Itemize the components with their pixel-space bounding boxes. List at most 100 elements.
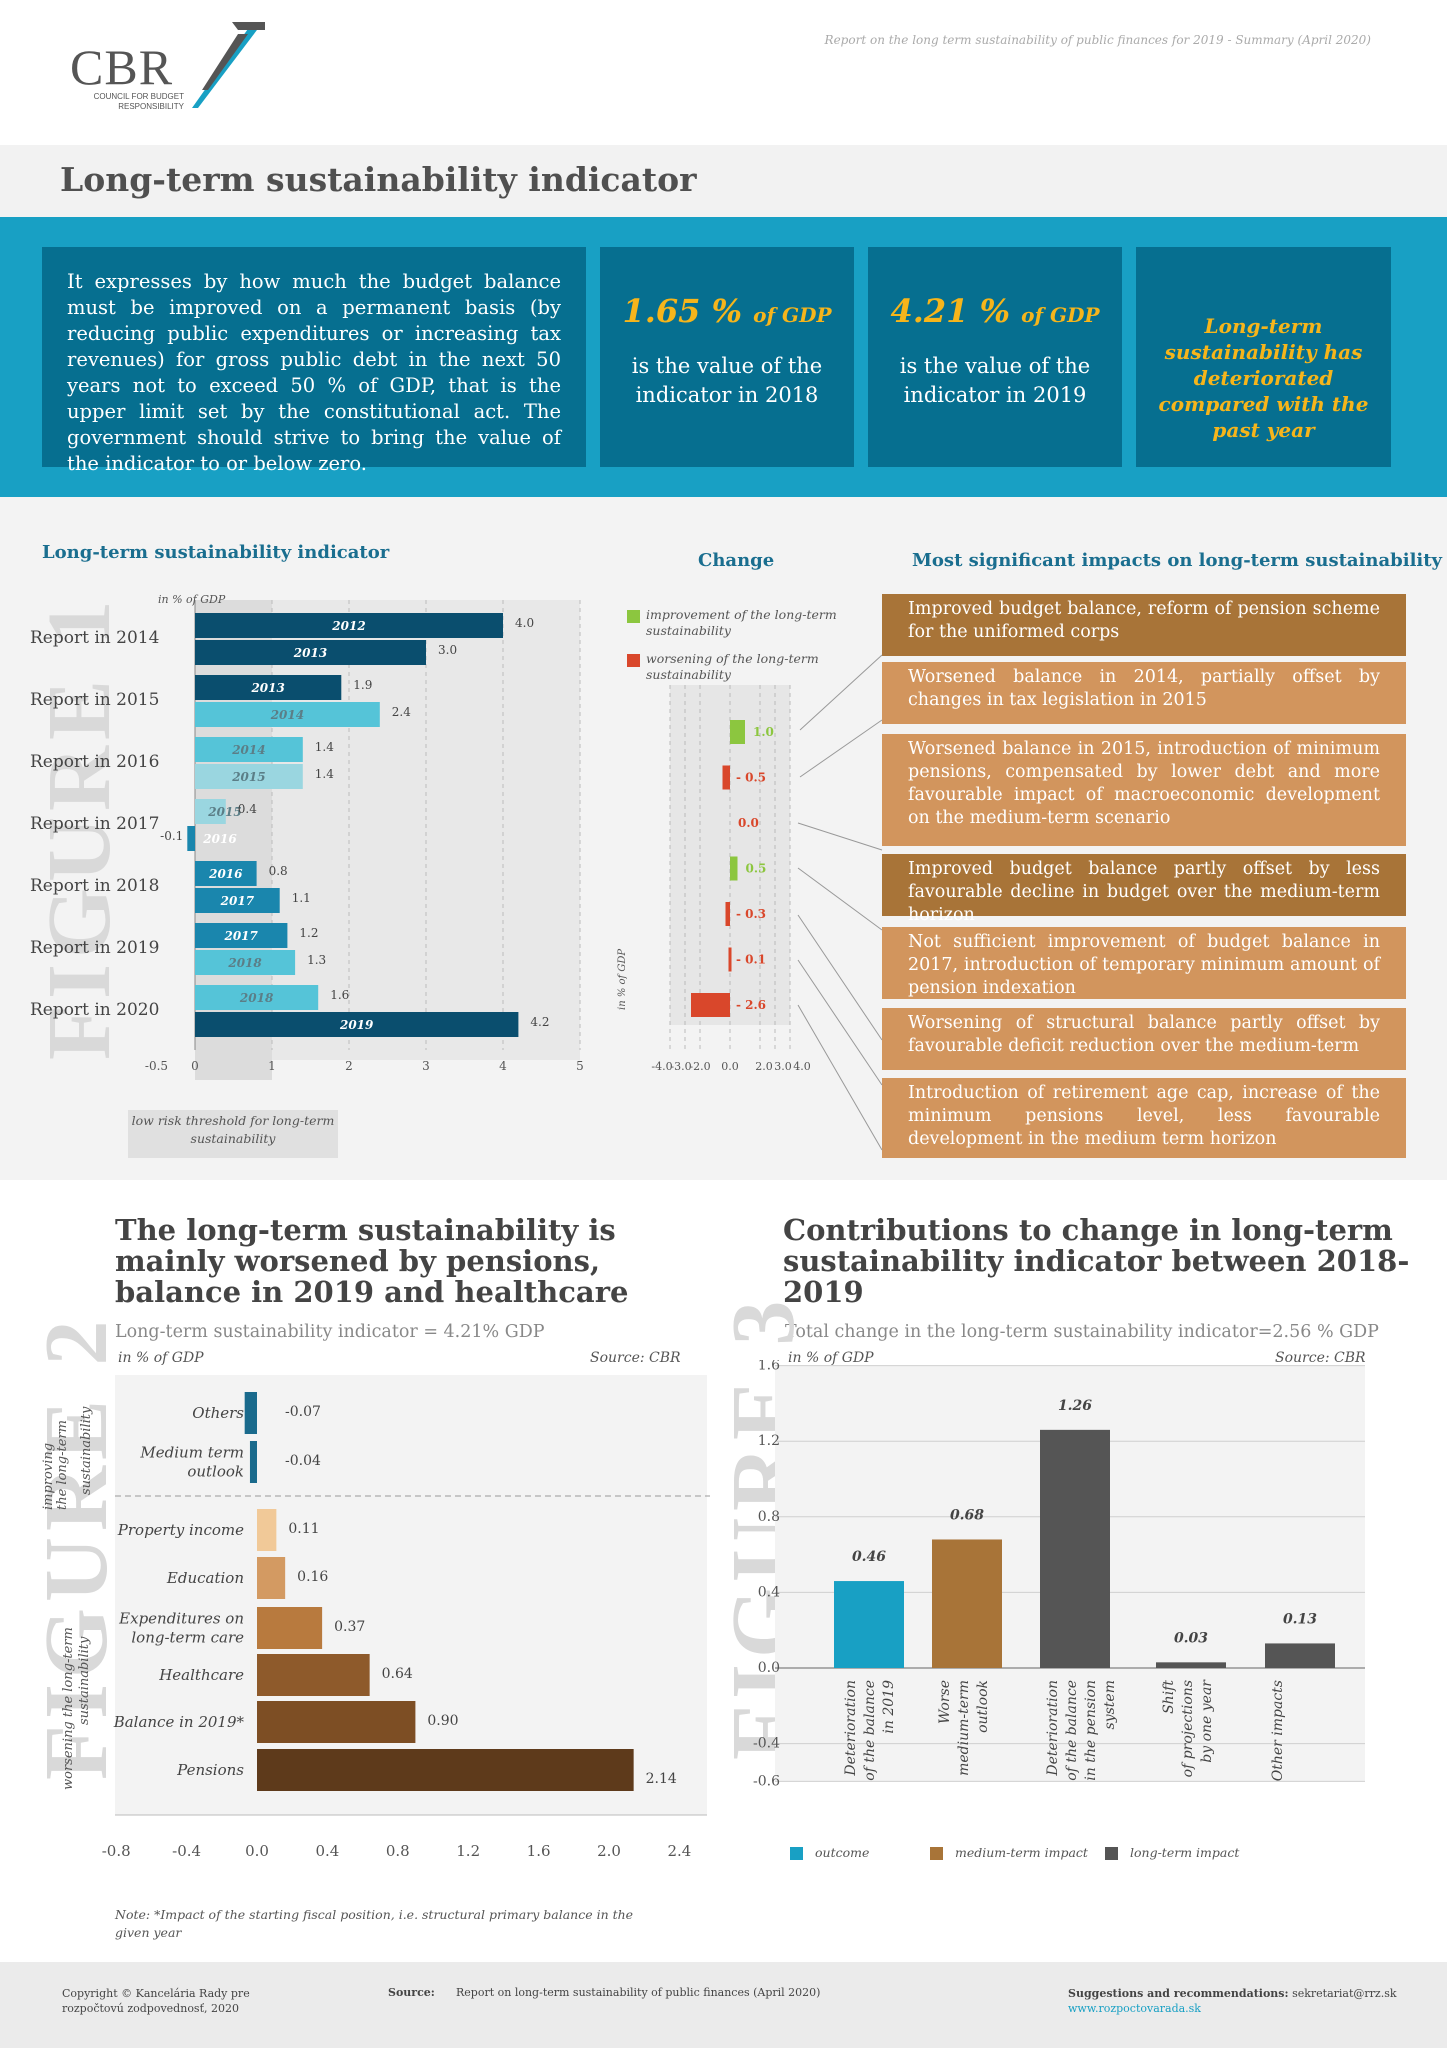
fig3-category-label: by one year — [1199, 1679, 1215, 1763]
x-tick: -0.5 — [145, 1059, 168, 1073]
worsen-legend-swatch — [627, 654, 640, 667]
fig3-category-label: Deterioration — [1045, 1680, 1061, 1777]
axis-improve-1: improving — [41, 1443, 56, 1510]
fig3-bar — [932, 1539, 1002, 1668]
fig2-value-label: -0.04 — [285, 1453, 321, 1469]
value-2018: 1.65 % — [622, 292, 742, 330]
group-label: Report in 2016 — [30, 752, 159, 772]
conclusion-box: Long-term sustainability has deteriorate… — [1136, 247, 1391, 467]
fig2-category-label: Balance in 2019* — [113, 1713, 245, 1731]
impact-box-4: Improved budget balance partly offset by… — [882, 854, 1406, 925]
fig2-chart: -0.8 -0.4 0.0 0.4 0.8 1.2 1.6 2.0 2.4 -0.07 -0.04 0… — [41, 1375, 710, 1860]
x-tick: 1 — [268, 1059, 276, 1073]
fig2-source: Source: CBR — [590, 1350, 681, 1366]
fig3-value-label: 0.68 — [950, 1507, 984, 1523]
change-unit: in % of GDP — [617, 949, 628, 1010]
x-tick: 2 — [345, 1059, 353, 1073]
x-tick: 3.0 — [774, 1060, 792, 1073]
change-bar — [691, 993, 730, 1017]
fig2-category-label: long-term care — [131, 1629, 244, 1647]
x-tick: 4.0 — [793, 1060, 811, 1073]
fig2-value-label: -0.07 — [285, 1404, 321, 1420]
axis-improve-3: sustainability — [79, 1406, 94, 1495]
logo-subtitle: COUNCIL FOR BUDGET RESPONSIBILITY — [93, 92, 184, 111]
web-link[interactable]: www.rozpoctovarada.sk — [1068, 2002, 1201, 2015]
x-tick: 0.0 — [245, 1842, 269, 1860]
impact-box-3: Worsened balance in 2015, introduction o… — [882, 734, 1406, 846]
intro-text: It expresses by how much the budget bala… — [42, 247, 586, 475]
bar-value-label: 1.3 — [307, 953, 326, 967]
fig2-value-label: 0.16 — [297, 1569, 328, 1585]
bar-2016 — [195, 861, 257, 886]
email-link[interactable]: sekretariat@rrz.sk — [1292, 1987, 1397, 2000]
x-tick: 0 — [191, 1059, 199, 1073]
fig2-bar — [257, 1557, 286, 1599]
change-value-label: - 2.6 — [736, 998, 766, 1012]
y-tick: 0.8 — [758, 1509, 780, 1525]
fig3-chart: 1.6 1.2 0.8 0.4 0.0 -0.4 -0.6 0.46 Deterioration… — [753, 1360, 1365, 1789]
x-tick: 3 — [422, 1059, 430, 1073]
change-value-label: - 0.1 — [736, 953, 766, 967]
bar-2015 — [195, 764, 303, 789]
change-bar — [722, 765, 730, 790]
group-label: Report in 2019 — [30, 938, 159, 958]
fig2-category-label: Healthcare — [158, 1666, 244, 1684]
bar-value-label: 4.2 — [530, 1015, 549, 1029]
change-value-label: 1.0 — [753, 725, 774, 739]
bar-value-label: 3.0 — [438, 643, 457, 657]
bar-2013 — [195, 675, 342, 700]
bar-2013 — [195, 640, 426, 665]
bar-2015 — [195, 799, 226, 824]
bar-year-label: 2016 — [202, 832, 237, 846]
legend-outcome: outcome — [815, 1845, 870, 1860]
y-tick: -0.6 — [753, 1773, 780, 1789]
fig2-category-label: Pensions — [176, 1761, 244, 1779]
bar-value-label: 2.4 — [392, 705, 411, 719]
x-tick: 4 — [499, 1059, 507, 1073]
fig3-category-label: of projections — [1180, 1680, 1196, 1777]
fig2-bar — [244, 1392, 257, 1434]
fig3-category-label: outlook — [975, 1680, 991, 1733]
group-label: Report in 2015 — [30, 690, 159, 710]
fig3-subtitle: Total change in the long-term sustainabi… — [785, 1322, 1379, 1342]
fig2-category-label: Education — [166, 1569, 244, 1587]
fig3-category-label: of the balance — [862, 1680, 878, 1781]
fig1-heading: Long-term sustainability indicator — [42, 542, 390, 563]
change-value-label: - 0.3 — [736, 907, 766, 921]
bar-2018 — [195, 985, 319, 1010]
x-tick: 5 — [576, 1059, 584, 1073]
change-value-label: - 0.5 — [736, 771, 766, 785]
source-label: Source: — [388, 1986, 435, 1999]
axis-worsen-1: worsening the long-term — [61, 1627, 76, 1790]
fig3-category-label: Deterioration — [843, 1680, 859, 1777]
fig3-value-label: 0.03 — [1174, 1630, 1208, 1646]
title-bar — [0, 145, 1447, 217]
legend-outcome-swatch — [790, 1847, 803, 1860]
bar-2017 — [195, 888, 280, 913]
y-tick: 0.4 — [758, 1584, 780, 1600]
change-value-label: 0.5 — [746, 862, 767, 876]
fig2-note: Note: *Impact of the starting fiscal pos… — [115, 1907, 634, 1940]
fig3-bar — [834, 1581, 904, 1668]
bar-2017 — [195, 923, 288, 948]
fig3-category-label: Other impacts — [1270, 1680, 1286, 1781]
fig2-category-label: Others — [192, 1404, 244, 1422]
bar-2014 — [195, 702, 380, 727]
fig3-category-label: in 2019 — [881, 1680, 897, 1734]
fig2-bar — [257, 1701, 416, 1743]
footer: Copyright © Kancelária Rady pre rozpočtov… — [0, 1962, 1447, 2048]
fig3-value-label: 0.13 — [1283, 1611, 1317, 1627]
fig2-value-label: 2.14 — [646, 1771, 677, 1787]
fig2-bar — [257, 1654, 370, 1696]
bar-value-label: 4.0 — [515, 616, 534, 630]
impacts-heading: Most significant impacts on long-term su… — [912, 550, 1443, 571]
logo: CBR — [70, 39, 174, 95]
bar-2014 — [195, 737, 303, 762]
group-label: Report in 2017 — [30, 814, 159, 834]
fig3-unit: in % of GDP — [788, 1350, 874, 1366]
fig3-category-label: Worse — [937, 1680, 953, 1724]
x-tick: 0.8 — [386, 1842, 410, 1860]
bar-value-label: 1.9 — [353, 678, 372, 692]
value-2019-box: 4.21 % of GDP is the value of the indica… — [868, 247, 1122, 467]
impact-connectors — [797, 654, 883, 1151]
